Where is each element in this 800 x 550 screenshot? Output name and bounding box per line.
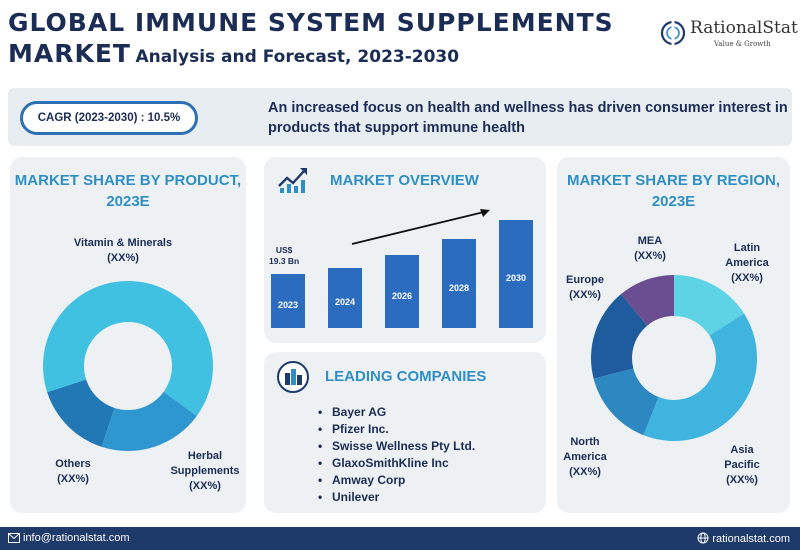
bar-label-2030: 2030: [505, 273, 527, 283]
label-others-name: Others: [55, 458, 91, 470]
product-slice-herbal-supplements: [101, 391, 197, 451]
label-vitamin-value: (XX%): [107, 252, 139, 264]
title-market-word: MARKET: [8, 39, 131, 68]
region-slice-north-america: [593, 368, 659, 436]
label-asia-pacific: Asia Pacific (XX%): [712, 443, 772, 488]
bar-label-2024: 2024: [334, 297, 356, 308]
label-herbal: Herbal Supplements (XX%): [160, 449, 250, 494]
growth-trend-arrow: [351, 209, 490, 245]
region-slice-mea: [621, 275, 674, 326]
label-ap-value: (XX%): [726, 474, 758, 486]
bar-label-2028: 2028: [448, 282, 470, 293]
chart-growth-icon: [278, 168, 307, 193]
label-vitamin-minerals: Vitamin & Minerals (XX%): [60, 236, 186, 266]
label-ap-name-2: Pacific: [724, 459, 760, 471]
product-share-title: MARKET SHARE BY PRODUCT, 2023E: [14, 172, 242, 210]
logo-tagline: Value & Growth: [714, 40, 771, 48]
leading-companies-title: LEADING COMPANIES: [325, 368, 487, 385]
list-item: GlaxoSmithKline Inc: [318, 455, 475, 472]
label-europe: Europe (XX%): [555, 273, 615, 303]
footer-website[interactable]: rationalstat.com: [697, 532, 790, 545]
headline-text: An increased focus on health and wellnes…: [268, 100, 788, 136]
region-slice-latin-america: [674, 275, 745, 336]
label-latin-america: Latin America (XX%): [712, 241, 782, 286]
footer-bar: info@rationalstat.com rationalstat.com: [0, 527, 800, 550]
bar-label-2023: 2023: [277, 300, 299, 310]
region-slice-europe: [591, 294, 648, 379]
bar-2024: [328, 268, 362, 328]
cagr-badge: CAGR (2023-2030) : 10.5%: [20, 101, 198, 135]
bar-2028: [442, 239, 476, 328]
page-title: GLOBAL IMMUNE SYSTEM SUPPLEMENTS: [8, 8, 614, 37]
product-donut-chart: [43, 281, 214, 451]
label-herbal-value: (XX%): [189, 480, 221, 492]
title-analysis-text: Analysis and Forecast, 2023-2030: [135, 47, 460, 67]
label-herbal-name-2: Supplements: [170, 465, 240, 477]
buildings-icon: [277, 361, 309, 393]
label-na-value: (XX%): [569, 466, 601, 478]
list-item: Unilever: [318, 489, 475, 506]
product-slice-vitamin-minerals: [43, 281, 214, 416]
region-donut-chart: [591, 275, 757, 442]
footer-email[interactable]: info@rationalstat.com: [8, 532, 130, 544]
label-na-name-2: America: [563, 451, 607, 463]
bar-label-2026: 2026: [391, 290, 413, 301]
label-vitamin-name: Vitamin & Minerals: [73, 237, 173, 249]
label-others-value: (XX%): [57, 473, 89, 485]
company-logo[interactable]: RationalStat Value & Growth: [660, 14, 798, 54]
region-slice-asia-pacific: [643, 313, 757, 442]
label-others: Others (XX%): [38, 457, 108, 487]
list-item: Amway Corp: [318, 472, 475, 489]
label-latin-name-1: Latin: [733, 242, 761, 254]
list-item: Swisse Wellness Pty Ltd.: [318, 438, 475, 455]
bar-data-label-2023: US$ 19.3 Bn: [269, 245, 300, 266]
list-item: Bayer AG: [318, 404, 475, 421]
footer-email-text: info@rationalstat.com: [23, 532, 130, 544]
label-ap-name-1: Asia: [730, 444, 754, 456]
label-mea: MEA (XX%): [620, 234, 680, 264]
label-europe-value: (XX%): [569, 289, 601, 301]
label-mea-name: MEA: [637, 235, 663, 247]
label-north-america: North America (XX%): [554, 435, 616, 480]
mail-icon: [8, 533, 20, 543]
region-share-title: MARKET SHARE BY REGION, 2023E: [566, 172, 781, 210]
market-overview-title: MARKET OVERVIEW: [330, 172, 479, 189]
label-europe-name: Europe: [566, 274, 604, 286]
label-na-name-1: North: [570, 436, 600, 448]
bar-2026: [385, 255, 419, 328]
market-overview-bar-chart: 2023 US$ 19.3 Bn 2024 2026 2028 2030: [264, 157, 546, 343]
page-subtitle: MARKET Analysis and Forecast, 2023-2030: [8, 39, 459, 68]
list-item: Pfizer Inc.: [318, 421, 475, 438]
footer-website-text: rationalstat.com: [712, 533, 790, 545]
product-slice-others: [47, 379, 115, 447]
globe-icon: [697, 532, 709, 544]
label-herbal-name-1: Herbal: [187, 450, 223, 462]
bar-2023: [271, 274, 305, 328]
companies-list: Bayer AG Pfizer Inc. Swisse Wellness Pty…: [318, 404, 475, 506]
label-mea-value: (XX%): [634, 250, 666, 262]
logo-icon: [660, 20, 686, 46]
bar-2030: [499, 220, 533, 328]
label-latin-value: (XX%): [731, 272, 763, 284]
logo-name: RationalStat: [690, 18, 798, 38]
label-latin-name-2: America: [725, 257, 769, 269]
